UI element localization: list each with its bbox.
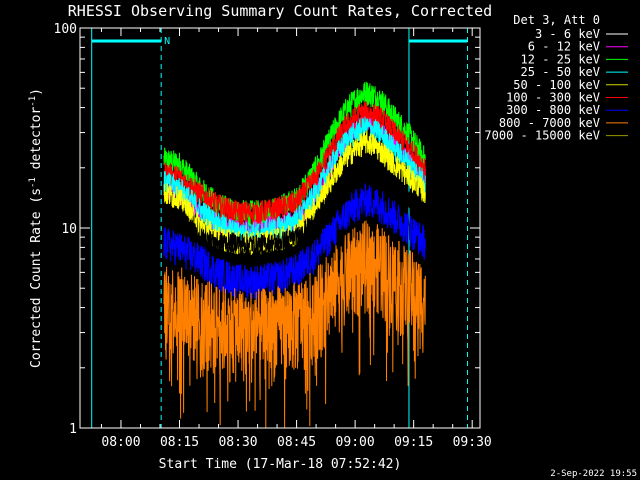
series-line	[163, 101, 426, 225]
legend-label: 100 - 300 keV	[506, 91, 600, 105]
x-axis: 08:00 08:15 08:30 08:45 09:00 09:15 09:30	[100, 28, 492, 450]
x-tick-label: 08:30	[218, 435, 257, 450]
legend-label: 800 - 7000 keV	[499, 116, 600, 130]
series-line	[163, 130, 426, 255]
series-line	[163, 156, 426, 255]
y-tick-label: 1	[69, 422, 77, 437]
night-marker-label: N	[164, 36, 170, 47]
legend-label: 50 - 100 keV	[513, 78, 600, 92]
y-axis-label-end: )	[29, 88, 44, 96]
y-axis-label-sup2: -1	[28, 96, 38, 107]
y-axis-label: Corrected Count Rate (s-1 detector-1)	[28, 88, 44, 368]
y-axis-label-main: Corrected Count Rate (s	[29, 188, 44, 368]
x-axis-label: Start Time (17-Mar-18 07:52:42)	[159, 457, 402, 472]
legend-label: 7000 - 15000 keV	[484, 129, 600, 143]
legend-label: 6 - 12 keV	[528, 40, 600, 54]
x-tick-label: 09:30	[453, 435, 492, 450]
y-tick-label: 10	[61, 222, 77, 237]
x-tick-label: 08:45	[277, 435, 316, 450]
x-tick-label: 08:15	[160, 435, 199, 450]
legend-header: Det 3, Att 0	[513, 13, 600, 27]
y-tick-label: 100	[54, 22, 77, 37]
legend-label: 12 - 25 keV	[521, 52, 600, 66]
night-markers	[91, 28, 469, 428]
x-tick-label: 08:00	[101, 435, 140, 450]
timestamp: 2-Sep-2022 19:55	[550, 469, 637, 479]
y-axis: 1 10 100	[54, 22, 480, 437]
series-line	[163, 183, 426, 299]
series-line	[163, 116, 426, 246]
y-axis-label-sup1: -1	[28, 177, 38, 188]
chart-title: RHESSI Observing Summary Count Rates, Co…	[68, 2, 492, 20]
series-group	[163, 81, 426, 428]
series-line	[163, 220, 426, 428]
legend-label: 3 - 6 keV	[535, 27, 600, 41]
legend-label: 300 - 800 keV	[506, 103, 600, 117]
x-tick-label: 09:00	[336, 435, 375, 450]
y-axis-label-mid: detector	[29, 107, 44, 178]
legend-label: 25 - 50 keV	[521, 65, 600, 79]
x-tick-label: 09:15	[394, 435, 433, 450]
